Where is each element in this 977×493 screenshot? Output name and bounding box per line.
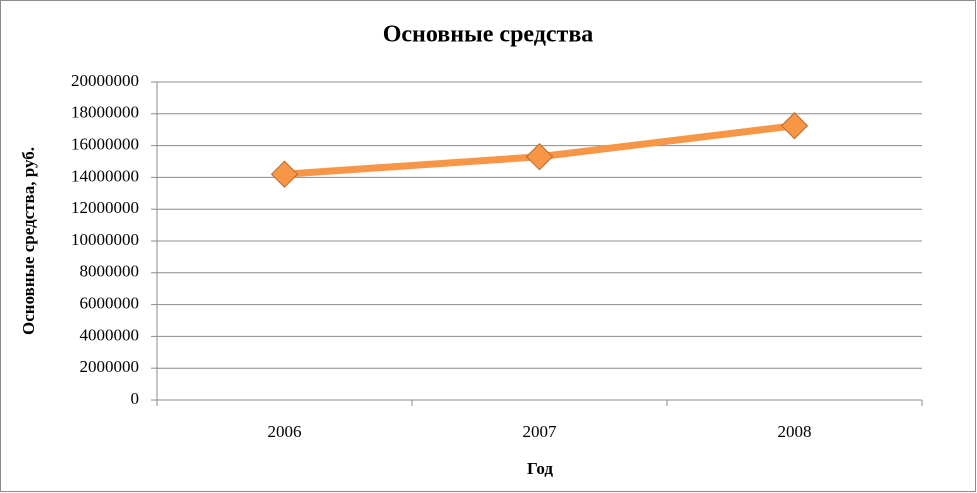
y-tick-label: 14000000 [71, 166, 139, 185]
x-axis-label: Год [527, 459, 553, 478]
y-tick-label: 16000000 [71, 135, 139, 154]
chart-title: Основные средства [383, 22, 594, 48]
marker [780, 112, 809, 140]
y-tick-label: 6000000 [80, 294, 140, 313]
x-tick-label: 2006 [268, 422, 302, 441]
y-tick-label: 4000000 [80, 325, 140, 344]
x-tick-label: 2008 [778, 422, 812, 441]
y-tick-label: 8000000 [80, 262, 140, 281]
y-tick-label: 18000000 [71, 103, 139, 122]
y-tick-label: 12000000 [71, 198, 139, 217]
y-axis-label: Основные средства, руб. [19, 147, 38, 335]
marker [270, 160, 299, 188]
y-tick-label: 20000000 [71, 71, 139, 90]
y-tick-label: 2000000 [80, 357, 140, 376]
y-tick-label: 0 [131, 389, 140, 408]
x-tick-label: 2007 [523, 422, 558, 441]
marker [525, 143, 554, 171]
y-tick-label: 10000000 [71, 230, 139, 249]
